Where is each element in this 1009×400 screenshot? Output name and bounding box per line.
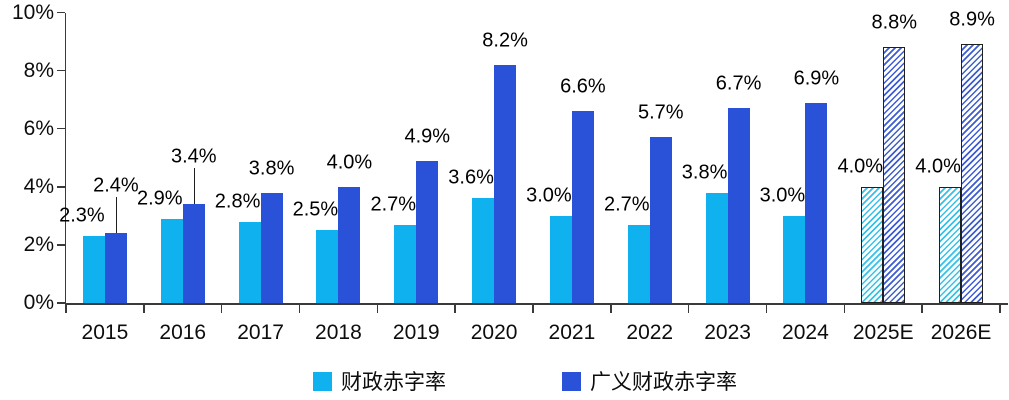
x-axis-tick	[65, 304, 67, 313]
bar-label-broad-fiscal-deficit-2022: 5.7%	[637, 101, 684, 124]
x-axis-tick	[843, 304, 846, 313]
bar-broad-fiscal-deficit-2021	[571, 111, 594, 303]
x-axis-label-2021: 2021	[548, 321, 596, 344]
bar-label-fiscal-deficit-2015: 2.3%	[59, 204, 105, 227]
bar-label-broad-fiscal-deficit-2015: 2.4%	[93, 174, 139, 197]
x-axis-label-2026E: 2026E	[930, 321, 992, 344]
bar-label-broad-fiscal-deficit-2016: 3.4%	[170, 145, 217, 168]
bar-label-fiscal-deficit-2020: 3.6%	[448, 166, 494, 189]
bar-label-broad-fiscal-deficit-2020: 8.2%	[482, 29, 528, 52]
x-axis-label-2022: 2022	[626, 321, 674, 344]
bar-label-broad-fiscal-deficit-2025E: 8.8%	[871, 11, 918, 34]
bar-label-broad-fiscal-deficit-2019: 4.9%	[404, 125, 451, 148]
bar-broad-fiscal-deficit-2017	[260, 192, 283, 303]
bar-broad-fiscal-deficit-2019	[416, 160, 439, 303]
bar-label-fiscal-deficit-2018: 2.5%	[292, 198, 339, 221]
bar-label-fiscal-deficit-2021: 3.0%	[526, 184, 572, 207]
x-axis-tick	[765, 304, 768, 313]
bar-fiscal-deficit-2020	[472, 198, 495, 303]
legend-label-broad-fiscal-deficit: 广义财政赤字率	[590, 371, 737, 394]
x-axis-label-2024: 2024	[782, 321, 829, 344]
bar-broad-fiscal-deficit-2020	[494, 64, 517, 303]
bar-label-fiscal-deficit-2019: 2.7%	[370, 193, 417, 216]
bar-label-fiscal-deficit-2016: 2.9%	[136, 187, 183, 210]
bar-broad-fiscal-deficit-2023	[727, 108, 750, 303]
x-axis-label-2015: 2015	[81, 321, 129, 344]
y-axis-tick	[56, 244, 65, 246]
bar-broad-fiscal-deficit-2022	[649, 137, 672, 303]
y-axis-tick	[56, 11, 65, 14]
y-axis-tick-label: 8%	[23, 58, 54, 82]
bar-fiscal-deficit-2019	[394, 224, 417, 303]
x-axis-label-2018: 2018	[315, 321, 362, 344]
bar-label-fiscal-deficit-2025E: 4.0%	[837, 155, 884, 178]
x-axis-tick	[687, 304, 690, 313]
bar-fiscal-deficit-2016	[160, 218, 183, 303]
bar-fiscal-deficit-2021	[549, 215, 572, 303]
bar-fiscal-deficit-2023	[705, 192, 728, 303]
y-axis-tick	[56, 302, 65, 304]
bar-label-broad-fiscal-deficit-2017: 3.8%	[248, 157, 295, 180]
legend-item-broad-fiscal-deficit: 广义财政赤字率	[562, 366, 737, 396]
bar-label-fiscal-deficit-2026E: 4.0%	[915, 155, 961, 178]
bar-label-fiscal-deficit-2022: 2.7%	[603, 193, 650, 216]
bar-label-broad-fiscal-deficit-2024: 6.9%	[793, 67, 840, 90]
bar-label-broad-fiscal-deficit-2026E: 8.9%	[949, 8, 995, 31]
bar-label-fiscal-deficit-2023: 3.8%	[681, 161, 728, 184]
x-axis-line	[64, 303, 1008, 305]
x-axis-tick	[143, 304, 145, 313]
x-axis-tick	[298, 304, 301, 313]
legend-swatch-broad-fiscal-deficit	[562, 371, 581, 391]
y-axis-tick	[56, 127, 65, 130]
bar-broad-fiscal-deficit-2024	[805, 102, 828, 303]
x-axis-label-2025E: 2025E	[852, 321, 914, 344]
legend-label-fiscal-deficit: 财政赤字率	[341, 371, 446, 394]
x-axis-label-2023: 2023	[704, 321, 751, 344]
x-axis-tick	[921, 304, 923, 313]
bar-fiscal-deficit-2015	[82, 236, 105, 303]
x-axis-label-2020: 2020	[470, 321, 518, 344]
y-axis-tick-label: 6%	[23, 116, 54, 140]
x-axis-tick	[610, 304, 612, 313]
bar-fiscal-deficit-2024	[783, 215, 806, 303]
label-leader-line-2015	[115, 197, 117, 234]
x-axis-label-2017: 2017	[237, 321, 284, 344]
y-axis-tick-label: 2%	[23, 232, 54, 256]
bar-label-broad-fiscal-deficit-2018: 4.0%	[326, 151, 373, 174]
x-axis-tick	[376, 304, 379, 313]
bar-label-fiscal-deficit-2024: 3.0%	[759, 184, 806, 207]
y-axis-line	[64, 12, 66, 305]
bar-broad-fiscal-deficit-2015	[104, 233, 127, 303]
legend-swatch-fiscal-deficit	[313, 371, 332, 391]
bar-fiscal-deficit-2017	[238, 221, 261, 303]
label-leader-line-2016	[193, 168, 195, 205]
bar-fiscal-deficit-2018	[316, 230, 339, 303]
y-axis-tick	[56, 186, 65, 188]
x-axis-tick	[220, 304, 223, 313]
x-axis-label-2019: 2019	[392, 321, 440, 344]
bar-fiscal-deficit-2022	[627, 224, 650, 303]
bar-broad-fiscal-deficit-2018	[338, 186, 361, 303]
bar-label-broad-fiscal-deficit-2023: 6.7%	[715, 72, 762, 95]
y-axis-tick-label: 0%	[23, 291, 54, 314]
y-axis-tick	[56, 69, 65, 72]
bar-broad-fiscal-deficit-2025E	[883, 47, 906, 303]
bar-broad-fiscal-deficit-2026E	[961, 44, 984, 303]
bar-fiscal-deficit-2026E	[939, 186, 962, 303]
bar-fiscal-deficit-2025E	[861, 186, 884, 303]
y-axis-tick-label: 4%	[23, 174, 54, 198]
x-axis-tick	[999, 304, 1001, 313]
x-axis-tick	[532, 304, 534, 313]
x-axis-label-2016: 2016	[159, 321, 207, 344]
x-axis-tick	[454, 304, 456, 313]
bar-label-broad-fiscal-deficit-2021: 6.6%	[560, 75, 606, 98]
bar-label-fiscal-deficit-2017: 2.8%	[214, 190, 261, 213]
bar-broad-fiscal-deficit-2016	[182, 204, 205, 303]
legend-item-fiscal-deficit: 财政赤字率	[313, 366, 446, 396]
y-axis-tick-label: 10%	[11, 0, 54, 24]
